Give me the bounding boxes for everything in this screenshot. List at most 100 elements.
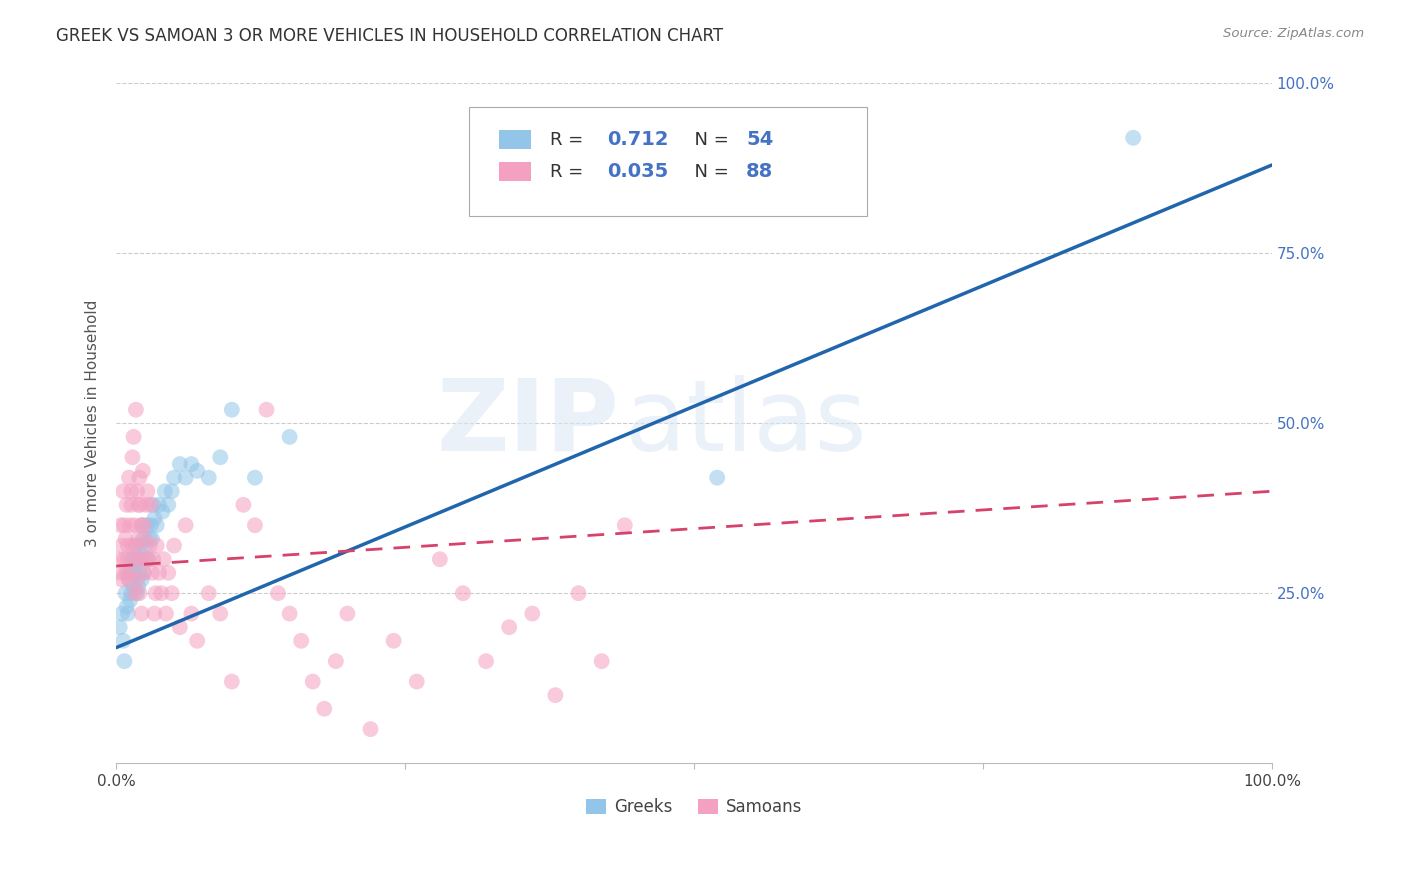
Point	[108, 620, 131, 634]
Point	[132, 464, 155, 478]
Point	[131, 607, 153, 621]
Point	[325, 654, 347, 668]
Text: atlas: atlas	[624, 375, 866, 472]
Point	[128, 470, 150, 484]
Point	[127, 579, 149, 593]
Text: 54: 54	[747, 130, 773, 149]
Point	[117, 552, 139, 566]
Point	[120, 586, 142, 600]
Point	[613, 518, 636, 533]
Point	[114, 532, 136, 546]
Point	[108, 566, 131, 580]
Point	[124, 518, 146, 533]
Point	[278, 607, 301, 621]
Point	[127, 498, 149, 512]
Point	[174, 518, 197, 533]
Point	[544, 688, 567, 702]
Point	[110, 518, 132, 533]
Point	[117, 539, 139, 553]
Point	[138, 552, 160, 566]
Point	[139, 498, 162, 512]
Point	[197, 470, 219, 484]
Point	[112, 633, 135, 648]
Point	[124, 566, 146, 580]
Point	[132, 518, 155, 533]
Point	[145, 518, 167, 533]
Point	[131, 518, 153, 533]
Point	[143, 607, 166, 621]
FancyBboxPatch shape	[499, 130, 531, 149]
Point	[278, 430, 301, 444]
Point	[221, 402, 243, 417]
Point	[180, 607, 202, 621]
Point	[163, 470, 186, 484]
Point	[136, 518, 159, 533]
Point	[150, 586, 173, 600]
Point	[567, 586, 589, 600]
Point	[451, 586, 474, 600]
Point	[267, 586, 290, 600]
Point	[122, 552, 145, 566]
Point	[107, 552, 129, 566]
Point	[141, 532, 163, 546]
Point	[118, 573, 141, 587]
Point	[143, 511, 166, 525]
Point	[122, 579, 145, 593]
Legend: Greeks, Samoans: Greeks, Samoans	[579, 791, 808, 822]
Point	[706, 470, 728, 484]
Point	[124, 586, 146, 600]
FancyBboxPatch shape	[499, 162, 531, 181]
Point	[121, 566, 143, 580]
Point	[148, 498, 170, 512]
Point	[138, 552, 160, 566]
Point	[120, 593, 142, 607]
Point	[139, 518, 162, 533]
Point	[120, 552, 142, 566]
Point	[142, 498, 165, 512]
Point	[180, 457, 202, 471]
Point	[148, 566, 170, 580]
Point	[145, 586, 167, 600]
Point	[111, 573, 134, 587]
Point	[186, 464, 208, 478]
Point	[117, 607, 139, 621]
Point	[118, 573, 141, 587]
Point	[174, 470, 197, 484]
Point	[160, 484, 183, 499]
Text: 88: 88	[747, 162, 773, 181]
Point	[169, 620, 191, 634]
Point	[136, 484, 159, 499]
Point	[157, 498, 180, 512]
Text: Source: ZipAtlas.com: Source: ZipAtlas.com	[1223, 27, 1364, 40]
Point	[131, 518, 153, 533]
Point	[186, 633, 208, 648]
Point	[153, 484, 176, 499]
Point	[129, 539, 152, 553]
Point	[155, 607, 177, 621]
Point	[360, 722, 382, 736]
Point	[122, 552, 145, 566]
Text: GREEK VS SAMOAN 3 OR MORE VEHICLES IN HOUSEHOLD CORRELATION CHART: GREEK VS SAMOAN 3 OR MORE VEHICLES IN HO…	[56, 27, 723, 45]
Point	[120, 566, 142, 580]
Point	[135, 498, 157, 512]
Point	[132, 566, 155, 580]
Point	[382, 633, 405, 648]
Point	[221, 674, 243, 689]
Point	[290, 633, 312, 648]
Y-axis label: 3 or more Vehicles in Household: 3 or more Vehicles in Household	[86, 300, 100, 547]
Point	[209, 450, 232, 465]
Point	[117, 566, 139, 580]
Point	[1122, 131, 1144, 145]
Point	[115, 498, 138, 512]
Point	[114, 566, 136, 580]
Point	[141, 566, 163, 580]
Point	[127, 532, 149, 546]
Point	[301, 674, 323, 689]
Point	[134, 532, 156, 546]
Point	[128, 552, 150, 566]
Point	[314, 702, 336, 716]
Point	[256, 402, 278, 417]
Point	[121, 539, 143, 553]
Point	[125, 402, 148, 417]
Point	[475, 654, 498, 668]
